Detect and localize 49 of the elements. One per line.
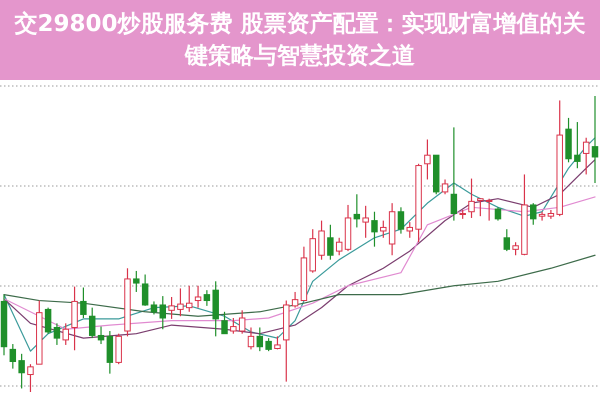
candlestick: [44, 307, 52, 334]
candlestick: [194, 285, 202, 308]
candlestick: [204, 290, 210, 306]
candlestick: [168, 296, 175, 320]
candlestick: [142, 274, 148, 306]
candlestick: [327, 224, 334, 260]
candlestick: [177, 288, 184, 317]
candlestick: [582, 137, 590, 176]
candlestick: [256, 326, 264, 352]
candlestick: [160, 295, 166, 330]
candlestick: [494, 206, 502, 222]
candlestick: [80, 286, 87, 319]
candlestick: [150, 300, 158, 316]
candlestick: [512, 242, 519, 256]
candlestick: [371, 211, 378, 248]
candlestick: [292, 291, 298, 308]
candlestick: [406, 221, 413, 238]
candlestick: [238, 310, 246, 334]
candlestick: [230, 317, 237, 334]
candlestick: [186, 285, 192, 312]
candlestick: [98, 326, 104, 345]
candlestick: [248, 326, 254, 350]
candlestick: [18, 353, 25, 390]
candlestick: [362, 205, 369, 238]
candlestick: [468, 178, 475, 219]
candlestick: [221, 311, 228, 334]
candlestick: [274, 336, 281, 350]
candlestick: [336, 237, 342, 256]
candlestick: [265, 338, 272, 352]
candlestick: [27, 364, 34, 393]
candlestick: [592, 95, 598, 184]
candlestick: [486, 198, 492, 222]
candlestick: [133, 270, 140, 293]
candlestick: [530, 202, 536, 226]
candlestick: [574, 121, 581, 169]
candlestick: [354, 194, 360, 228]
chart-title: 交29800炒股服务费 股票资产配置：实现财富增值的关键策略与智慧投资之道: [13, 10, 587, 71]
candlestick: [450, 126, 458, 222]
candlestick: [10, 343, 16, 370]
candlestick: [459, 209, 466, 220]
candlestick: [54, 322, 60, 346]
candlestick: [504, 228, 510, 252]
candlestick: [88, 307, 96, 339]
candlestick: [62, 322, 69, 346]
candlestick: [442, 178, 448, 195]
candlestick: [398, 206, 404, 234]
candlestick: [380, 220, 387, 238]
candlestick: [477, 198, 484, 217]
candlestick: [424, 138, 431, 180]
